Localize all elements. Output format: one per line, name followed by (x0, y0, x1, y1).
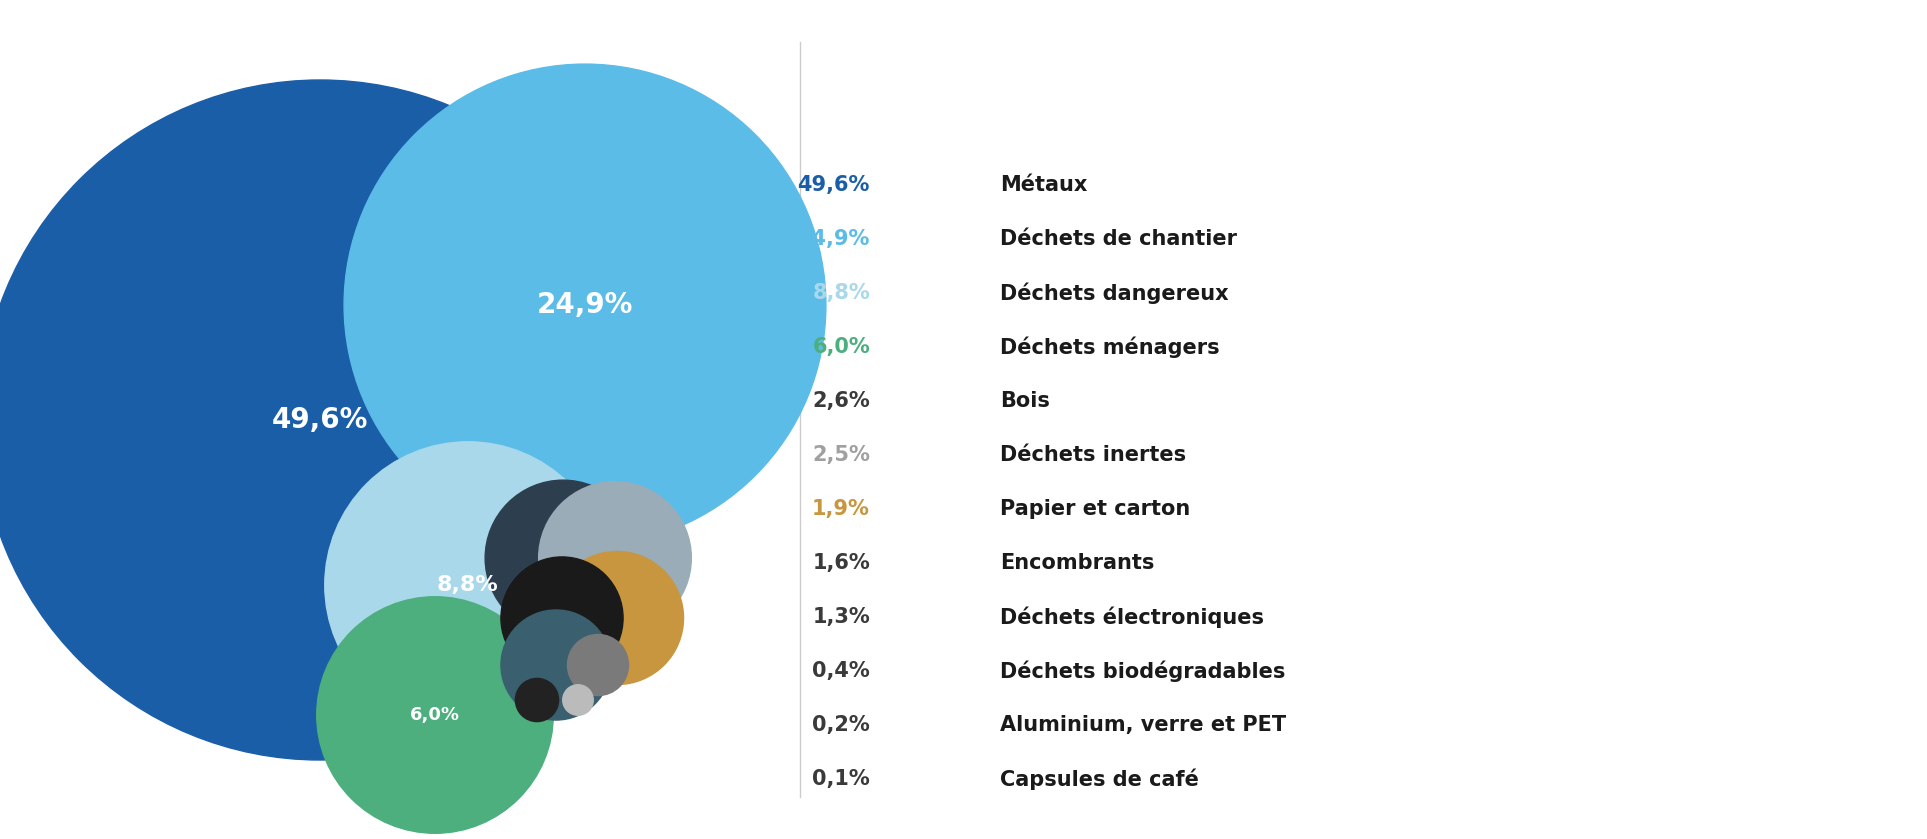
Circle shape (486, 480, 642, 636)
Text: 1,3%: 1,3% (813, 607, 869, 627)
Circle shape (316, 597, 553, 833)
Text: 49,6%: 49,6% (798, 175, 869, 195)
Text: 0,2%: 0,2% (813, 715, 869, 735)
Text: 2,5%: 2,5% (811, 445, 869, 465)
Text: 49,6%: 49,6% (272, 406, 368, 434)
Text: 24,9%: 24,9% (798, 229, 869, 249)
Text: Déchets de chantier: Déchets de chantier (1000, 229, 1237, 249)
Circle shape (326, 442, 611, 728)
Text: 0,4%: 0,4% (813, 661, 869, 681)
Text: Déchets électroniques: Déchets électroniques (1000, 607, 1264, 628)
Circle shape (563, 685, 594, 716)
Text: 8,8%: 8,8% (437, 575, 499, 595)
Text: Bois: Bois (1000, 391, 1050, 411)
Text: Métaux: Métaux (1000, 175, 1087, 195)
Text: Déchets biodégradables: Déchets biodégradables (1000, 660, 1285, 682)
Circle shape (345, 64, 827, 546)
Circle shape (501, 610, 611, 720)
Text: 0,1%: 0,1% (813, 769, 869, 789)
Text: 6,0%: 6,0% (813, 337, 869, 357)
Circle shape (515, 679, 559, 722)
Circle shape (501, 557, 622, 679)
Circle shape (0, 80, 661, 760)
Text: 8,8%: 8,8% (813, 283, 869, 303)
Circle shape (567, 634, 628, 696)
Text: 1,6%: 1,6% (813, 553, 869, 573)
Text: Papier et carton: Papier et carton (1000, 499, 1191, 519)
Circle shape (551, 551, 684, 685)
Text: Déchets ménagers: Déchets ménagers (1000, 336, 1220, 357)
Text: Aluminium, verre et PET: Aluminium, verre et PET (1000, 715, 1285, 735)
Text: 1,9%: 1,9% (811, 499, 869, 519)
Text: 6,0%: 6,0% (410, 706, 461, 724)
Text: Déchets dangereux: Déchets dangereux (1000, 282, 1229, 304)
Text: 24,9%: 24,9% (538, 291, 634, 319)
Text: Capsules de café: Capsules de café (1000, 769, 1199, 789)
Text: Déchets inertes: Déchets inertes (1000, 445, 1187, 465)
Circle shape (540, 482, 692, 634)
Text: Encombrants: Encombrants (1000, 553, 1154, 573)
Text: 2,6%: 2,6% (813, 391, 869, 411)
